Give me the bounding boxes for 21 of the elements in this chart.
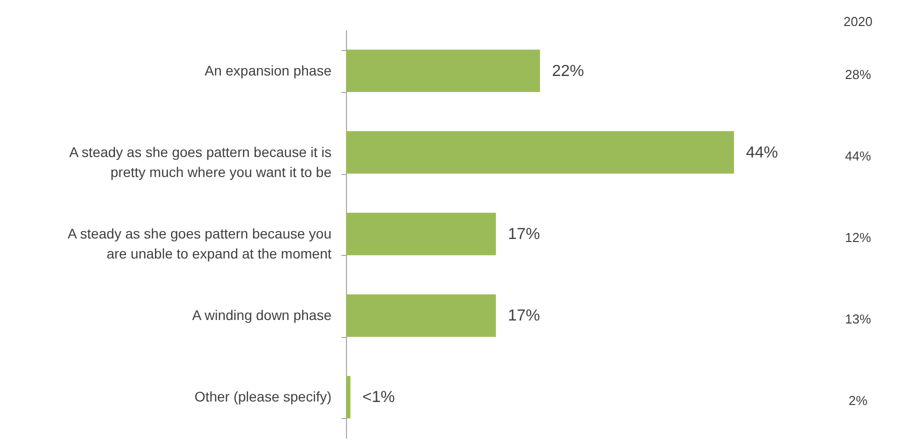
y-tick-label: A winding down phase [192, 307, 332, 324]
data-label: <1% [362, 389, 395, 406]
bar [346, 294, 496, 337]
bar [346, 50, 540, 92]
text: 2% [848, 393, 868, 408]
y-tick-label: Other (please specify) [194, 388, 332, 405]
text: 44% [844, 148, 872, 164]
text: 28% [844, 66, 872, 82]
bar [346, 376, 350, 418]
data-label: 22% [552, 62, 584, 80]
y-tick-label: A steady as she goes pattern because you are unable to expand at the moment [68, 226, 332, 262]
bar [346, 131, 734, 174]
text: 13% [844, 312, 872, 327]
data-label: 44% [746, 144, 778, 162]
y-tick-label: A steady as she goes pattern because it is pretty much where you want it to be [69, 144, 332, 180]
text: 12% [844, 230, 872, 245]
text: 2020 [844, 14, 872, 29]
data-label: 17% [508, 308, 540, 325]
bar [346, 212, 496, 256]
y-tick-label: An expansion phase [204, 62, 332, 78]
data-label: 17% [508, 226, 540, 243]
